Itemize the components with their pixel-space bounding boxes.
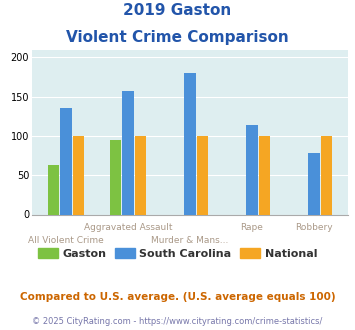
Text: Murder & Mans...: Murder & Mans... (151, 236, 229, 245)
Text: Violent Crime Comparison: Violent Crime Comparison (66, 30, 289, 45)
Text: 2019 Gaston: 2019 Gaston (124, 3, 231, 18)
Bar (246, 125, 258, 214)
Text: Compared to U.S. average. (U.S. average equals 100): Compared to U.S. average. (U.S. average … (20, 292, 335, 302)
Text: © 2025 CityRating.com - https://www.cityrating.com/crime-statistics/: © 2025 CityRating.com - https://www.city… (32, 317, 323, 326)
Bar (184, 73, 196, 215)
Bar (321, 136, 332, 214)
Bar (258, 136, 270, 214)
Bar (197, 136, 208, 214)
Bar (122, 91, 134, 214)
Text: Robbery: Robbery (295, 223, 333, 232)
Bar (135, 136, 146, 214)
Text: All Violent Crime: All Violent Crime (28, 236, 104, 245)
Text: Aggravated Assault: Aggravated Assault (84, 223, 172, 232)
Bar (48, 165, 59, 214)
Bar (60, 109, 72, 214)
Bar (308, 153, 320, 214)
Bar (73, 136, 84, 214)
Bar (110, 140, 121, 214)
Legend: Gaston, South Carolina, National: Gaston, South Carolina, National (33, 244, 322, 263)
Text: Rape: Rape (240, 223, 263, 232)
